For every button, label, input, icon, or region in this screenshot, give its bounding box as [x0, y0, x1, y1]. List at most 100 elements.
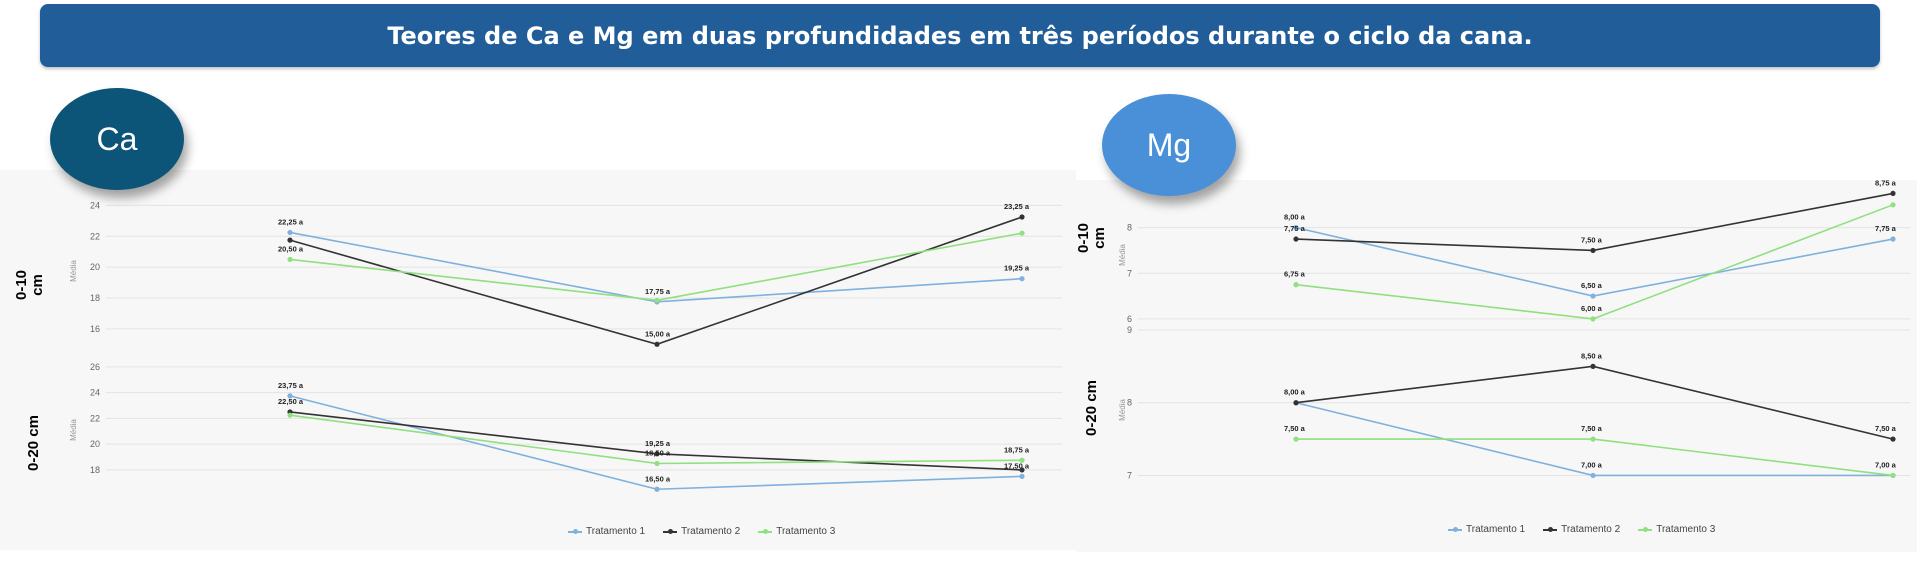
data-point: [1590, 472, 1596, 479]
data-label: 18,50 a: [645, 448, 671, 457]
data-point: [654, 486, 660, 492]
data-label: 19,25 a: [645, 439, 671, 448]
legend-swatch-icon: [663, 528, 678, 534]
data-label: 17,75 a: [645, 287, 671, 296]
data-label: 8,00 a: [1284, 213, 1306, 222]
data-point: [654, 297, 660, 303]
data-point: [1019, 276, 1025, 282]
data-point: [1019, 467, 1025, 473]
data-label: 18,75 a: [1004, 445, 1030, 454]
data-label: 8,50 a: [1581, 351, 1603, 360]
data-label: 6,00 a: [1581, 304, 1603, 313]
data-point: [1890, 436, 1896, 442]
y-tick-label: 22: [90, 413, 100, 423]
data-point: [287, 256, 293, 263]
legend-swatch-icon: [568, 528, 582, 534]
legend-swatch-icon: [758, 528, 773, 534]
data-point: [1293, 225, 1299, 231]
y-tick-label: 24: [90, 200, 100, 210]
data-label: 8,00 a: [1284, 388, 1306, 397]
data-label: 16,50 a: [645, 474, 671, 483]
data-point: [654, 451, 660, 457]
legend-label: Tratamento 2: [681, 526, 741, 537]
data-label: 7,75 a: [1284, 224, 1306, 233]
data-label: 20,50 a: [278, 244, 304, 253]
data-label: 6,75 a: [1284, 270, 1306, 279]
data-point: [1293, 436, 1299, 442]
data-label: 19,25 a: [1004, 264, 1030, 273]
y-tick-label: 8: [1127, 398, 1132, 408]
legend-item-tratamento-3: Tratamento 3: [1638, 524, 1715, 535]
data-point: [1890, 202, 1896, 208]
data-point: [1019, 457, 1025, 463]
data-label: 22,50 a: [278, 397, 304, 406]
data-label: 23,25 a: [1004, 202, 1030, 211]
y-tick-label: 7: [1127, 268, 1132, 278]
data-point: [1590, 436, 1596, 442]
legend-swatch-icon: [1543, 526, 1558, 532]
data-label: 7,75 a: [1875, 224, 1897, 233]
legend-label: Tratamento 1: [1466, 524, 1526, 535]
data-label: 6,50 a: [1581, 281, 1603, 290]
data-label: 8,75 a: [1875, 178, 1897, 187]
data-point: [287, 229, 293, 236]
y-tick-label: 20: [90, 262, 100, 272]
y-tick-label: 18: [90, 293, 100, 303]
y-tick-label: 20: [90, 439, 100, 449]
data-point: [1890, 236, 1896, 242]
y-tick-label: 7: [1127, 470, 1132, 480]
data-point: [1590, 293, 1596, 299]
data-point: [287, 237, 293, 243]
data-point: [1590, 247, 1596, 254]
data-point: [654, 341, 660, 347]
series-line-tratamento-3: [1295, 204, 1894, 320]
data-point: [287, 393, 293, 399]
data-label: 7,50 a: [1875, 424, 1897, 433]
data-label: 15,00 a: [645, 329, 671, 338]
data-label: 7,00 a: [1581, 460, 1603, 469]
page-title: Teores de Ca e Mg em duas profundidades …: [40, 4, 1880, 67]
legend-item-tratamento-3: Tratamento 3: [758, 526, 835, 537]
data-point: [1590, 316, 1596, 322]
legend-item-tratamento-2: Tratamento 2: [1543, 524, 1620, 535]
data-label: 22,25 a: [278, 217, 304, 226]
data-point: [1890, 472, 1896, 479]
data-label: 23,75 a: [278, 381, 304, 390]
data-label: 7,00 a: [1875, 460, 1897, 469]
data-point: [287, 412, 293, 418]
legend-item-tratamento-1: Tratamento 1: [1448, 524, 1525, 535]
legend-label: Tratamento 3: [1656, 524, 1716, 535]
ca-depth-top-label: 0-10 cm: [13, 269, 46, 301]
data-point: [1890, 190, 1896, 197]
data-point: [1590, 363, 1596, 369]
data-label: 7,50 a: [1581, 424, 1603, 433]
y-axis-label: Média: [69, 419, 78, 441]
series-line-tratamento-3: [1296, 438, 1894, 477]
y-tick-label: 24: [90, 388, 100, 398]
legend-item-tratamento-1: Tratamento 1: [568, 526, 645, 537]
ca-chart-background: [0, 170, 1076, 550]
y-tick-label: 26: [90, 362, 100, 372]
y-tick-label: 9: [1127, 325, 1132, 335]
data-point: [1293, 236, 1299, 242]
data-label: 7,50 a: [1581, 235, 1603, 244]
y-axis-label: Média: [69, 260, 78, 282]
legend-item-tratamento-2: Tratamento 2: [663, 526, 740, 537]
data-point: [1293, 400, 1299, 406]
mg-chart-background: [1076, 180, 1917, 552]
y-tick-label: 22: [90, 231, 100, 241]
y-tick-label: 18: [90, 465, 100, 475]
y-tick-label: 16: [90, 324, 100, 334]
y-axis-label: Média: [1118, 244, 1127, 266]
legend-label: Tratamento 3: [776, 526, 836, 537]
data-label: 17,50 a: [1004, 461, 1030, 470]
legend-swatch-icon: [1448, 526, 1462, 532]
legend-label: Tratamento 1: [586, 526, 646, 537]
ca-legend: Tratamento 1 Tratamento 2 Tratamento 3: [568, 526, 835, 537]
data-point: [1019, 473, 1025, 479]
data-point: [1293, 282, 1299, 288]
y-axis-label: Média: [1118, 399, 1127, 421]
mg-badge: Mg: [1102, 94, 1236, 196]
data-point: [654, 460, 660, 467]
